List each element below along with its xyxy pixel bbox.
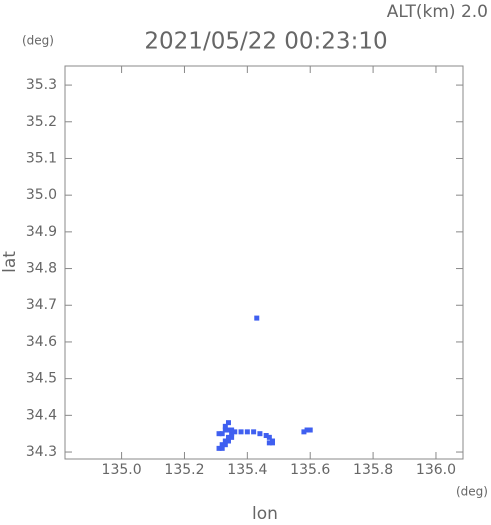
x-tick-label: 135.6 (290, 462, 330, 478)
echo-point (229, 427, 235, 433)
echo-point (266, 440, 272, 446)
echo-point (219, 431, 225, 437)
echo-point (225, 438, 231, 444)
x-tick-label: 135.0 (102, 462, 142, 478)
echo-point (307, 427, 313, 433)
x-tick-label: 135.2 (164, 462, 204, 478)
y-tick-label: 35.2 (26, 114, 57, 130)
echo-point (222, 427, 228, 433)
echo-point (269, 440, 275, 446)
echo-point (244, 429, 250, 435)
x-tick-label: 135.8 (353, 462, 393, 478)
echo-point (219, 445, 225, 451)
y-tick-label: 34.7 (26, 297, 57, 313)
y-tick-label: 35.3 (26, 77, 57, 93)
echo-point (222, 438, 228, 444)
echo-point (238, 429, 244, 435)
chart-title: 2021/05/22 00:23:10 (144, 29, 387, 55)
echo-point (301, 429, 307, 435)
echo-point (304, 427, 310, 433)
x-unit: (deg) (456, 485, 488, 499)
y-tick-label: 34.3 (26, 444, 57, 460)
echo-point (266, 434, 272, 440)
echo-point (232, 429, 238, 435)
y-tick-label: 34.9 (26, 224, 57, 240)
y-tick-label: 35.1 (26, 150, 57, 166)
echo-point (222, 442, 228, 448)
echo-point (219, 442, 225, 448)
chart-subtitle: ALT(km) 2.0 (387, 2, 488, 22)
echo-point (263, 433, 269, 439)
echo-point (225, 427, 231, 433)
echo-point (257, 431, 263, 437)
echo-point (229, 434, 235, 440)
echo-point (222, 423, 228, 429)
y-tick-label: 35.0 (26, 187, 57, 203)
echo-point (216, 431, 222, 437)
echo-point (229, 431, 235, 437)
echo-point (225, 420, 231, 426)
y-tick-label: 34.5 (26, 371, 57, 387)
echo-point (225, 434, 231, 440)
y-tick-label: 34.8 (26, 261, 57, 277)
y-unit: (deg) (22, 34, 54, 48)
y-tick-label: 34.6 (26, 334, 57, 350)
plot-frame (64, 65, 464, 460)
x-axis-label: lon (252, 504, 278, 521)
x-tick-label: 136.0 (416, 462, 456, 478)
y-tick-label: 34.4 (26, 407, 57, 423)
echo-point (251, 429, 257, 435)
echo-point (254, 315, 260, 321)
echo-point (216, 445, 222, 451)
x-tick-label: 135.4 (227, 462, 267, 478)
y-axis-label: lat (0, 251, 20, 273)
